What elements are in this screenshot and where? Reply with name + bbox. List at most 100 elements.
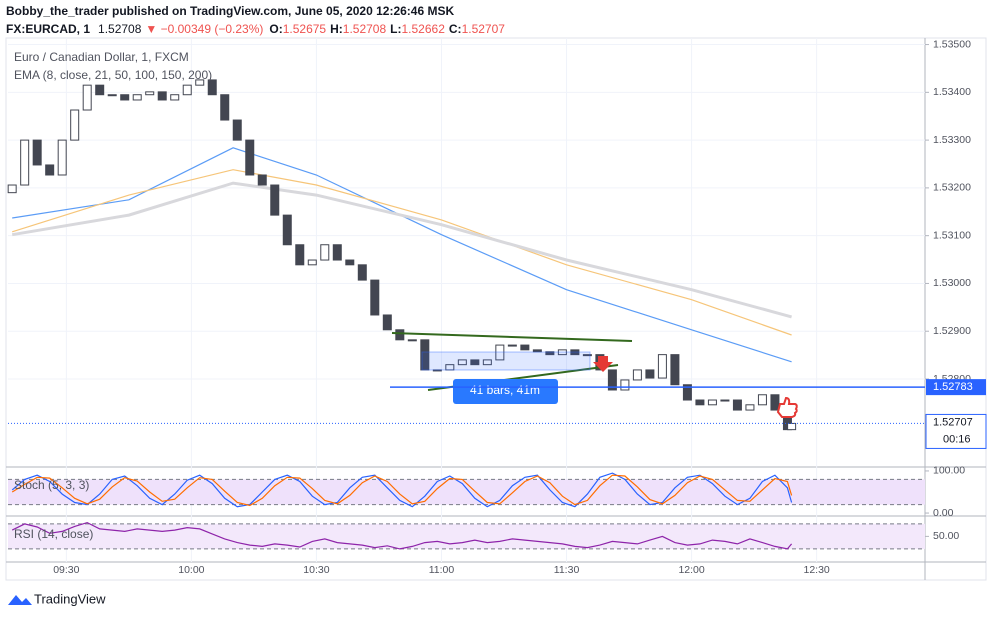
- ohlc: O:1.52675 H:1.52708 L:1.52662 C:1.52707: [269, 22, 505, 36]
- candle: [432, 369, 442, 372]
- candle: [470, 359, 480, 366]
- ohlc-label: H:: [330, 22, 343, 36]
- candle: [495, 344, 505, 361]
- candle: [270, 184, 280, 216]
- measure-range: [421, 351, 591, 371]
- series-title: Euro / Canadian Dollar, 1, FXCM: [14, 50, 189, 64]
- measure-label-box: [453, 379, 558, 404]
- candle: [82, 84, 92, 111]
- ohlc-value: 1.52662: [402, 22, 446, 36]
- measure-label: 41 bars, 41m: [470, 383, 540, 397]
- candle: [520, 344, 530, 351]
- candle: [545, 351, 555, 356]
- y-tick-label: 50.00: [933, 530, 959, 542]
- y-tick-label: 1.53200: [933, 182, 971, 194]
- candle: [220, 94, 230, 121]
- candle: [632, 369, 642, 381]
- candle: [482, 359, 492, 366]
- candle: [357, 264, 367, 281]
- ema-legend: EMA (8, close, 21, 50, 100, 150, 200): [14, 68, 212, 82]
- candle: [45, 164, 55, 176]
- candle: [557, 349, 567, 356]
- x-tick-label: 11:00: [429, 564, 455, 576]
- candle: [145, 91, 155, 96]
- candle: [107, 94, 117, 97]
- change: ▼ −0.00349 (−0.23%): [145, 22, 263, 36]
- ema-line: [11, 181, 792, 319]
- candle: [182, 84, 192, 96]
- stoch-line: [11, 472, 793, 508]
- candle: [707, 399, 717, 406]
- symbol: FX:EURCAD, 1: [6, 22, 90, 36]
- y-tick-label: 1.53000: [933, 277, 971, 289]
- candle: [195, 79, 205, 86]
- y-tick-label: 100.00: [933, 465, 965, 477]
- y-tick-label: 1.53100: [933, 229, 971, 241]
- candle: [20, 139, 30, 186]
- candle: [207, 79, 217, 96]
- y-tick-label: 1.53400: [933, 86, 971, 98]
- candle: [732, 399, 742, 411]
- thumbs-icon: [776, 396, 798, 418]
- candle: [245, 139, 255, 176]
- candle: [645, 369, 655, 379]
- candle: [320, 244, 330, 261]
- hline-label-box: [926, 379, 986, 396]
- stoch-line: [11, 474, 793, 507]
- x-tick-label: 10:00: [178, 564, 204, 576]
- candle: [170, 94, 180, 101]
- candle: [95, 84, 105, 96]
- candle: [407, 339, 417, 342]
- band-fill: [8, 523, 925, 549]
- price: 1.52708: [98, 22, 142, 36]
- logo: [8, 595, 32, 605]
- candle: [7, 184, 17, 194]
- candle: [607, 369, 617, 391]
- candle: [745, 404, 755, 411]
- candle: [532, 349, 542, 353]
- candle: [332, 244, 342, 261]
- arrow-down-icon: [593, 356, 613, 372]
- candle: [282, 214, 292, 246]
- candle: [445, 364, 455, 371]
- candle: [295, 244, 305, 266]
- last-price-box: [925, 413, 987, 449]
- hline-label: 1.52783: [933, 381, 973, 393]
- candle: [420, 339, 430, 371]
- candle: [720, 399, 730, 402]
- candle: [232, 119, 242, 141]
- rsi-legend: RSI (14, close): [14, 527, 93, 541]
- candle: [787, 422, 797, 431]
- ohlc-value: 1.52708: [343, 22, 387, 36]
- candle: [307, 259, 317, 266]
- ohlc-label: O:: [269, 22, 282, 36]
- candle: [695, 399, 705, 406]
- candle: [757, 394, 767, 406]
- countdown: 00:16: [943, 433, 971, 445]
- candle: [382, 314, 392, 331]
- last-price-label: 1.52707: [933, 416, 973, 428]
- candle: [657, 354, 667, 379]
- candle: [132, 94, 142, 101]
- candle: [570, 349, 580, 356]
- candle: [457, 359, 467, 366]
- x-tick-label: 12:30: [803, 564, 829, 576]
- candle: [32, 139, 42, 166]
- candle: [370, 279, 380, 316]
- ema-line: [12, 169, 792, 336]
- y-tick-label: 1.53500: [933, 38, 971, 50]
- y-tick-label: 0.00: [933, 507, 954, 519]
- footer-brand: TradingView: [34, 591, 106, 606]
- candle: [257, 174, 267, 186]
- frame: [5, 37, 987, 581]
- candle: [157, 91, 167, 101]
- symbol-line: FX:EURCAD, 1 1.52708 ▼ −0.00349 (−0.23%) O:…: [6, 22, 505, 36]
- ohlc-value: 1.52675: [283, 22, 327, 36]
- candle: [670, 354, 680, 386]
- ohlc-value: 1.52707: [462, 22, 506, 36]
- candle: [582, 354, 592, 357]
- rsi-line: [11, 521, 793, 550]
- candle: [507, 344, 517, 347]
- candle: [770, 394, 780, 411]
